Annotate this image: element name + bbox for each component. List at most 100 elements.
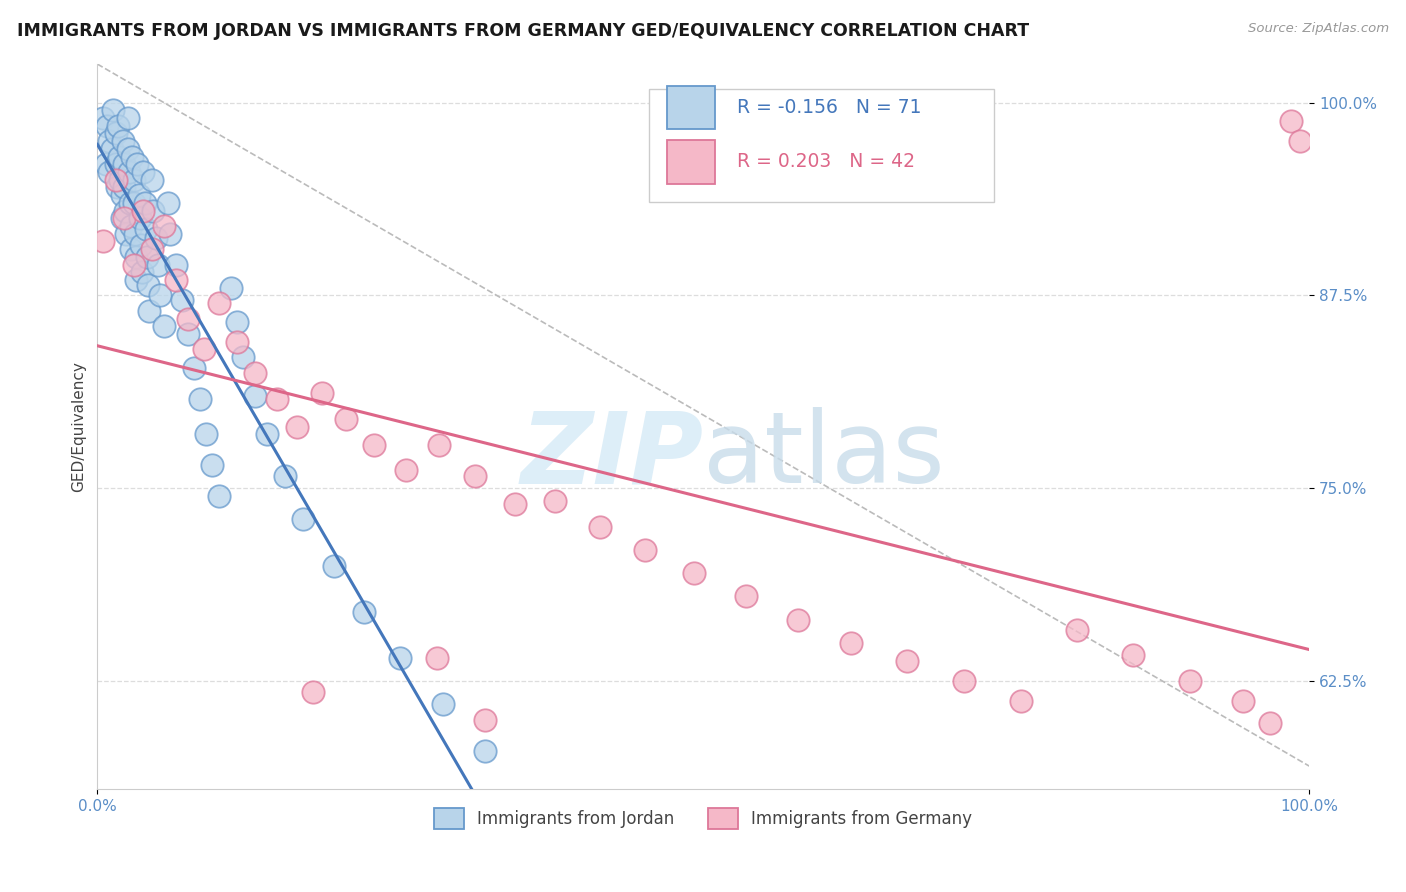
- Point: [243, 389, 266, 403]
- Point: [115, 227, 138, 241]
- Point: [121, 150, 143, 164]
- Point: [207, 296, 229, 310]
- Point: [132, 165, 155, 179]
- Point: [193, 343, 215, 357]
- Point: [589, 520, 612, 534]
- Y-axis label: GED/Equivalency: GED/Equivalency: [72, 361, 86, 492]
- Point: [104, 157, 127, 171]
- Point: [101, 103, 124, 118]
- Point: [1122, 648, 1144, 662]
- Point: [122, 258, 145, 272]
- Point: [132, 203, 155, 218]
- Point: [111, 134, 134, 148]
- Point: [145, 231, 167, 245]
- Text: Source: ZipAtlas.com: Source: ZipAtlas.com: [1249, 22, 1389, 36]
- Text: atlas: atlas: [703, 407, 945, 504]
- Point: [634, 543, 657, 558]
- Point: [172, 293, 194, 307]
- Point: [274, 469, 297, 483]
- Point: [141, 173, 163, 187]
- Point: [93, 235, 115, 249]
- Point: [953, 674, 976, 689]
- Point: [124, 227, 146, 241]
- Point: [153, 319, 176, 334]
- Point: [122, 195, 145, 210]
- Point: [110, 211, 132, 226]
- Point: [734, 590, 756, 604]
- Point: [225, 315, 247, 329]
- Point: [134, 195, 156, 210]
- Point: [141, 242, 163, 256]
- Point: [389, 651, 412, 665]
- Point: [120, 195, 142, 210]
- Point: [1288, 134, 1310, 148]
- Point: [335, 412, 357, 426]
- Point: [292, 512, 315, 526]
- Point: [432, 698, 454, 712]
- Point: [104, 127, 127, 141]
- Point: [1010, 694, 1032, 708]
- Point: [1232, 694, 1254, 708]
- Point: [112, 157, 135, 171]
- Point: [256, 427, 278, 442]
- Point: [96, 119, 118, 133]
- Point: [427, 438, 450, 452]
- Text: IMMIGRANTS FROM JORDAN VS IMMIGRANTS FROM GERMANY GED/EQUIVALENCY CORRELATION CH: IMMIGRANTS FROM JORDAN VS IMMIGRANTS FRO…: [17, 22, 1029, 40]
- Point: [131, 265, 153, 279]
- Point: [682, 566, 704, 581]
- Point: [195, 427, 218, 442]
- Point: [190, 392, 212, 406]
- Point: [474, 713, 496, 727]
- Point: [156, 195, 179, 210]
- Point: [125, 273, 148, 287]
- Point: [98, 134, 121, 148]
- Point: [302, 685, 325, 699]
- Point: [243, 366, 266, 380]
- Point: [135, 222, 157, 236]
- Point: [98, 165, 121, 179]
- Point: [118, 165, 141, 179]
- Point: [474, 744, 496, 758]
- Text: R = -0.156   N = 71: R = -0.156 N = 71: [737, 98, 922, 117]
- Point: [426, 651, 449, 665]
- FancyBboxPatch shape: [648, 89, 994, 202]
- Point: [183, 361, 205, 376]
- Point: [125, 250, 148, 264]
- Point: [1260, 715, 1282, 730]
- FancyBboxPatch shape: [666, 86, 716, 129]
- Point: [201, 458, 224, 473]
- Point: [146, 258, 169, 272]
- Point: [117, 142, 139, 156]
- FancyBboxPatch shape: [666, 140, 716, 184]
- Point: [1066, 624, 1088, 638]
- Point: [177, 327, 200, 342]
- Point: [464, 469, 486, 483]
- Point: [177, 311, 200, 326]
- Point: [112, 211, 135, 226]
- Text: R = 0.203   N = 42: R = 0.203 N = 42: [737, 153, 915, 171]
- Point: [107, 119, 129, 133]
- Point: [110, 188, 132, 202]
- Point: [129, 237, 152, 252]
- Point: [120, 242, 142, 256]
- Point: [153, 219, 176, 233]
- Point: [266, 392, 288, 406]
- Point: [128, 188, 150, 202]
- Point: [101, 142, 124, 156]
- Point: [93, 111, 115, 125]
- Point: [1180, 674, 1202, 689]
- Text: ZIP: ZIP: [520, 407, 703, 504]
- Point: [219, 281, 242, 295]
- Point: [108, 150, 131, 164]
- Point: [232, 350, 254, 364]
- Point: [127, 157, 149, 171]
- Point: [1279, 114, 1302, 128]
- Point: [110, 173, 132, 187]
- Point: [505, 497, 527, 511]
- Point: [285, 419, 308, 434]
- Point: [311, 385, 333, 400]
- Point: [322, 558, 344, 573]
- Point: [839, 635, 862, 649]
- Point: [120, 219, 142, 233]
- Point: [353, 605, 375, 619]
